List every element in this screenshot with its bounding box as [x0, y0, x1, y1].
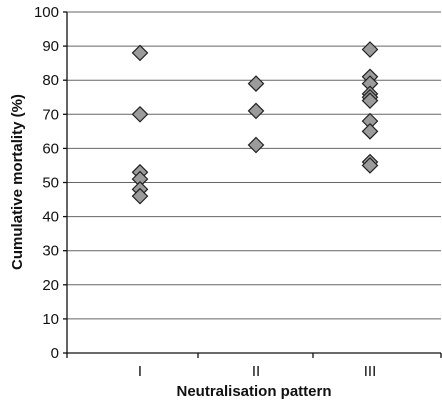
- data-point-diamond: [361, 157, 379, 174]
- y-tick-labels: 0 10 20 30 40 50 60 70 80 90 100: [34, 4, 59, 362]
- data-points: [131, 41, 379, 205]
- data-point-diamond: [361, 123, 379, 140]
- x-tick-label: III: [364, 363, 377, 380]
- y-tick-label: 70: [42, 106, 59, 123]
- y-tick-label: 10: [42, 311, 59, 328]
- gridlines: [63, 11, 441, 354]
- data-point-diamond: [247, 75, 265, 92]
- x-tick-label: I: [138, 363, 142, 380]
- y-tick-label: 80: [42, 72, 59, 89]
- y-tick-label: 100: [34, 4, 59, 21]
- y-tick-label: 90: [42, 38, 59, 55]
- y-tick-label: 0: [51, 345, 59, 362]
- y-tick-label: 40: [42, 209, 59, 226]
- y-tick-label: 30: [42, 243, 59, 260]
- data-point-diamond: [247, 102, 265, 120]
- data-point-diamond: [131, 44, 149, 62]
- y-tick-label: 20: [42, 277, 59, 294]
- data-point-diamond: [247, 136, 265, 154]
- y-tick-label: 50: [42, 175, 59, 192]
- data-point-diamond: [361, 92, 379, 110]
- axes: [66, 12, 441, 354]
- y-tick-label: 60: [42, 140, 59, 157]
- x-tick-label: II: [252, 363, 260, 380]
- x-tick-labels: I II III: [66, 353, 442, 380]
- x-axis-title: Neutralisation pattern: [176, 383, 331, 400]
- data-point-diamond: [131, 105, 149, 123]
- data-point-diamond: [131, 187, 149, 205]
- y-axis-title: Cumulative mortality (%): [9, 94, 26, 270]
- data-point-diamond: [361, 41, 379, 58]
